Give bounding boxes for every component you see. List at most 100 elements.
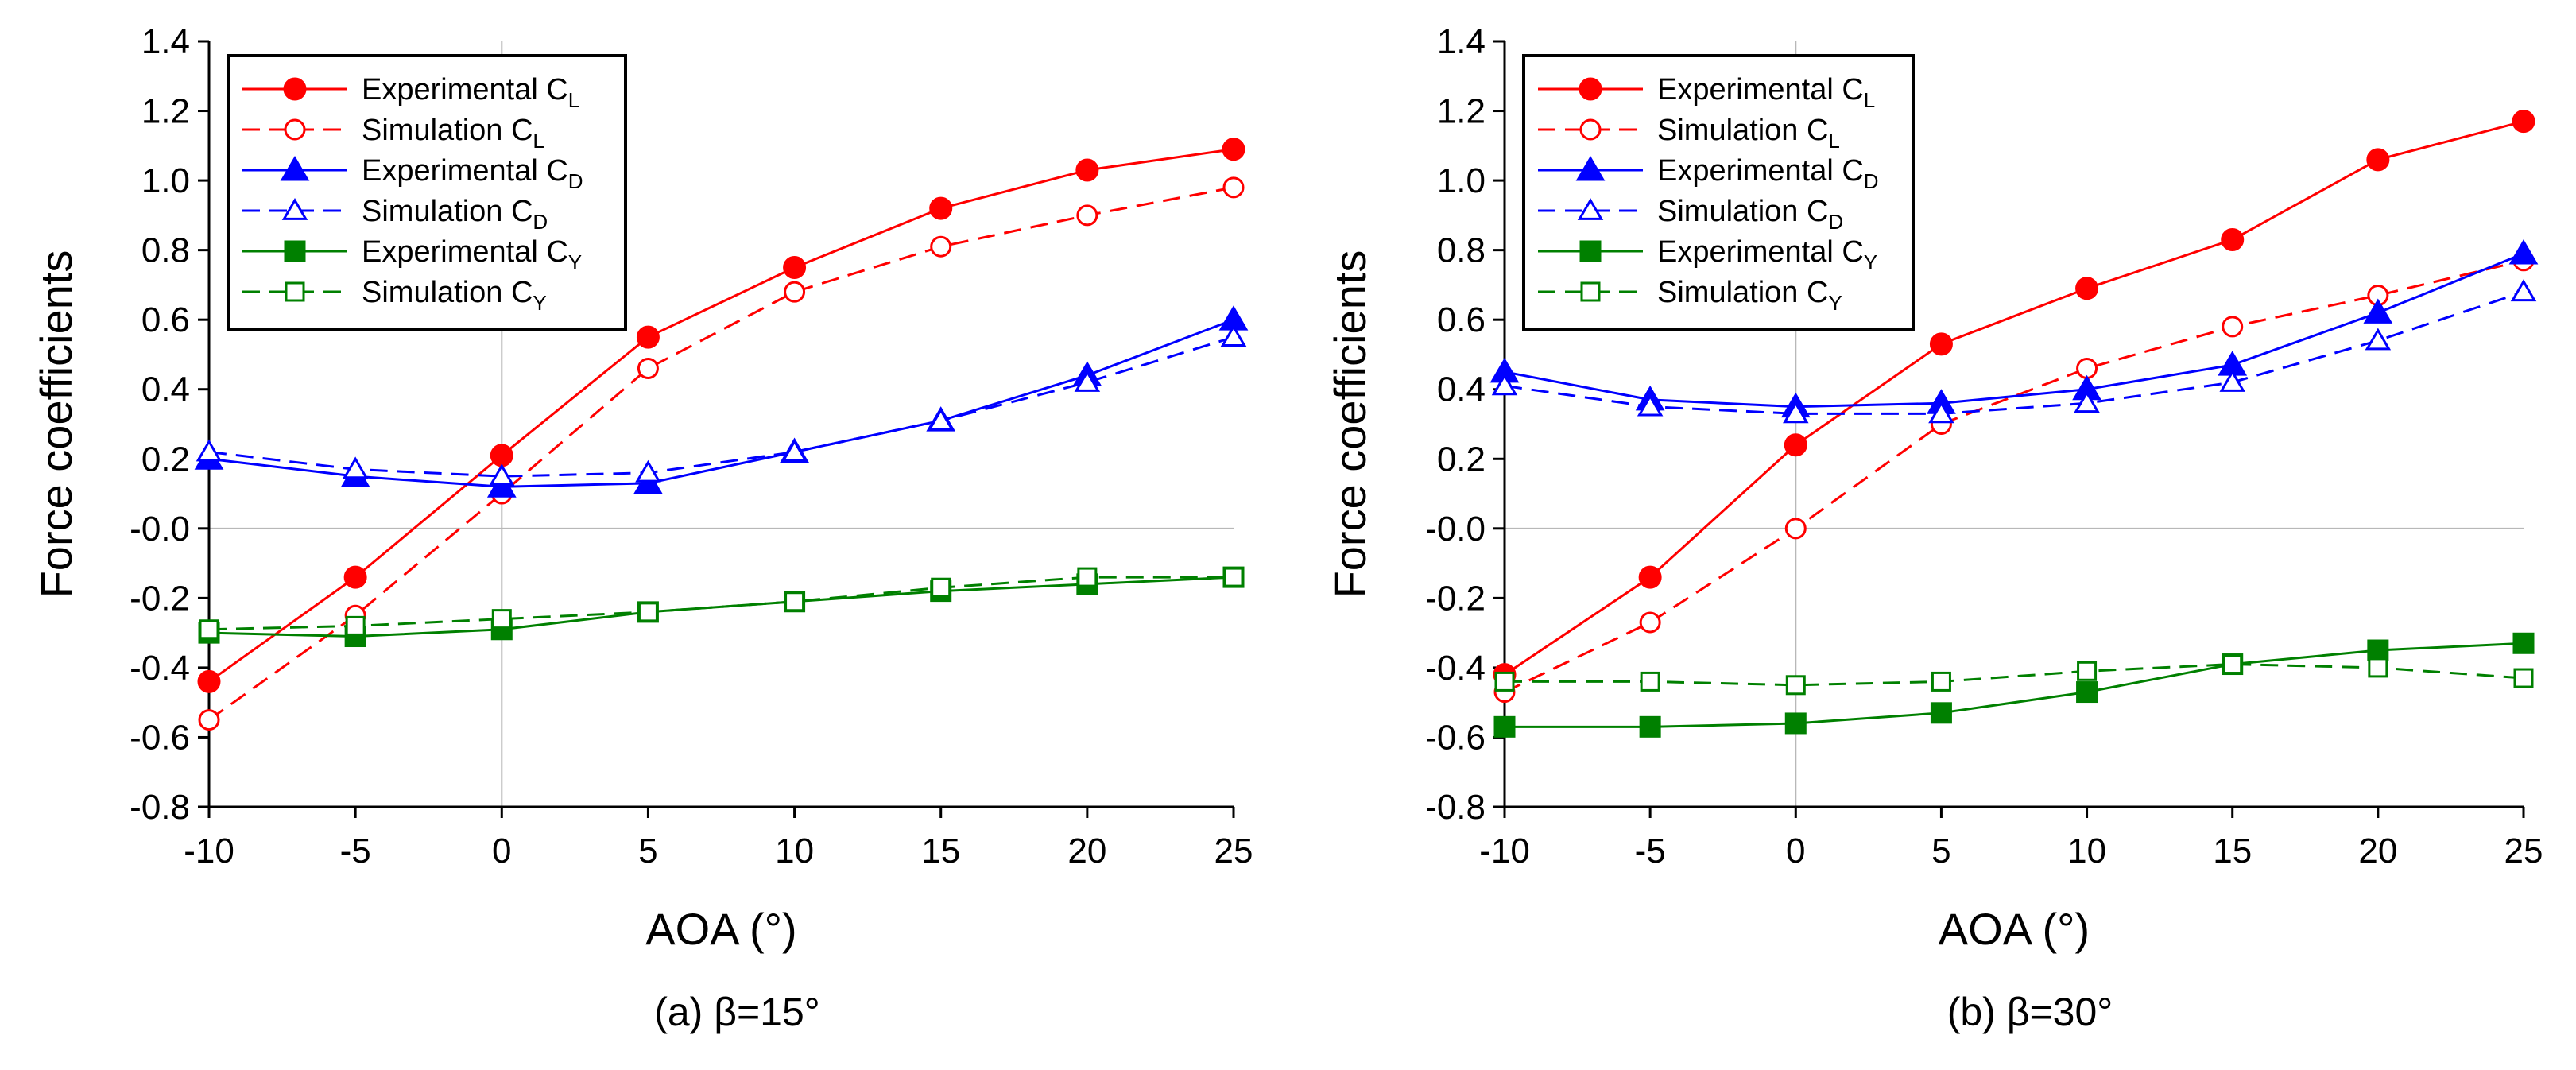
y-tick-label: 1.4: [1437, 22, 1486, 61]
data-point: [1491, 373, 1518, 396]
y-tick-label: -0.0: [130, 510, 190, 549]
legend-marker: [1580, 281, 1601, 302]
data-point: [1222, 138, 1245, 161]
data-point: [1930, 702, 1952, 724]
data-point: [1784, 433, 1807, 457]
legend-entry-label: Simulation CD: [362, 195, 548, 234]
data-point: [1784, 712, 1807, 735]
data-point: [2076, 681, 2098, 704]
data-point: [2222, 316, 2244, 338]
legend-marker: [284, 118, 306, 141]
data-point: [2367, 639, 2389, 661]
data-point: [1638, 565, 1662, 589]
y-tick-label: -0.8: [130, 788, 190, 827]
legend-entry-label: Experimental CL: [1657, 73, 1875, 112]
legend-marker: [1579, 118, 1602, 141]
series-experimental-cl: [197, 138, 1245, 693]
x-tick-label: 20: [2358, 832, 2397, 870]
data-point: [1928, 401, 1954, 424]
series-line: [1504, 120, 2524, 676]
legend-entry-label: Experimental CD: [1657, 154, 1879, 193]
panel-caption: (b) β=30°: [1947, 990, 2113, 1034]
y-tick-label: -0.6: [1425, 718, 1486, 757]
legend-entry-label: Simulation CD: [1657, 195, 1843, 234]
x-tick-label: -10: [1479, 832, 1530, 870]
y-tick-label: -0.6: [130, 718, 190, 757]
legend-entry-label: Experimental CL: [362, 73, 579, 112]
legend-marker: [1579, 77, 1602, 101]
data-point: [2513, 668, 2534, 688]
x-axis-title: AOA (°): [645, 904, 796, 954]
legend-entry-label: Experimental CY: [362, 235, 582, 274]
data-point: [2512, 632, 2535, 654]
data-point: [2368, 657, 2388, 678]
data-point: [2074, 390, 2100, 413]
x-tick-label: 0: [492, 832, 511, 870]
x-axis-title: AOA (°): [1939, 904, 2090, 954]
panel-a: -0.8 -0.6 -0.4 -0.2 -0.0 0.2 0.4 0.6 0.8 1.0 1.2 1.…: [31, 22, 1253, 1034]
legend-entry-label: Experimental CD: [362, 154, 583, 193]
data-point: [1077, 567, 1098, 587]
series-line: [208, 576, 1234, 631]
x-tick-label: -5: [1635, 832, 1666, 870]
x-tick-label: 5: [638, 832, 657, 870]
data-point: [345, 615, 366, 636]
y-tick-label: 1.2: [141, 92, 190, 131]
series-simulation-cd: [1491, 279, 2537, 424]
legend-entry-label: Simulation CL: [1657, 114, 1840, 153]
data-point: [1220, 324, 1247, 347]
x-tick-label: 20: [1067, 832, 1106, 870]
data-point: [2508, 239, 2539, 265]
data-point: [930, 235, 952, 258]
data-point: [783, 256, 807, 280]
legend-marker: [1577, 198, 1604, 220]
data-point: [928, 408, 954, 431]
legend-marker: [284, 240, 306, 262]
data-point: [784, 591, 805, 612]
legend-entry-label: Simulation CY: [362, 276, 547, 315]
data-point: [2222, 654, 2243, 675]
data-point: [2512, 110, 2535, 134]
data-point: [491, 609, 512, 630]
y-axis-title: Force coefficients: [31, 250, 81, 599]
y-tick-label: -0.2: [130, 579, 190, 618]
y-tick-label: 1.2: [1437, 92, 1486, 131]
panel-caption: (a) β=15°: [654, 990, 820, 1034]
data-point: [2365, 328, 2392, 351]
data-point: [784, 281, 806, 303]
data-point: [1637, 393, 1664, 417]
y-tick-label: -0.2: [1425, 579, 1486, 618]
data-point: [636, 325, 660, 349]
series-simulation-cy: [199, 567, 1244, 640]
panel-b: -0.8 -0.6 -0.4 -0.2 -0.0 0.2 0.4 0.6 0.8 1.0 1.2 1.…: [1325, 22, 2543, 1034]
data-point: [637, 602, 658, 622]
data-point: [1494, 671, 1515, 692]
data-point: [2077, 661, 2098, 681]
data-point: [1783, 401, 1809, 424]
data-point: [342, 456, 369, 479]
series-line: [1504, 290, 2524, 415]
series-line: [208, 148, 1234, 683]
legend-entry-label: Experimental CY: [1657, 235, 1877, 274]
x-tick-label: 25: [1214, 832, 1253, 870]
data-point: [343, 565, 367, 589]
series-line: [208, 318, 1234, 488]
data-point: [929, 196, 953, 220]
legend-marker: [281, 198, 308, 220]
data-point: [1931, 671, 1951, 692]
data-point: [1639, 611, 1661, 634]
data-point: [1493, 715, 1516, 738]
data-point: [1076, 204, 1098, 227]
y-tick-label: 0.8: [141, 231, 190, 270]
x-tick-label: 0: [1786, 832, 1805, 870]
y-tick-label: 0.6: [1437, 300, 1486, 339]
data-point: [931, 577, 951, 598]
x-tick-label: 25: [2504, 832, 2543, 870]
y-tick-label: -0.8: [1425, 788, 1486, 827]
y-tick-label: 1.0: [141, 161, 190, 200]
data-point: [196, 439, 223, 462]
x-tick-label: 15: [921, 832, 960, 870]
data-point: [199, 619, 219, 640]
data-point: [1929, 332, 1953, 356]
y-tick-label: -0.4: [130, 649, 190, 688]
